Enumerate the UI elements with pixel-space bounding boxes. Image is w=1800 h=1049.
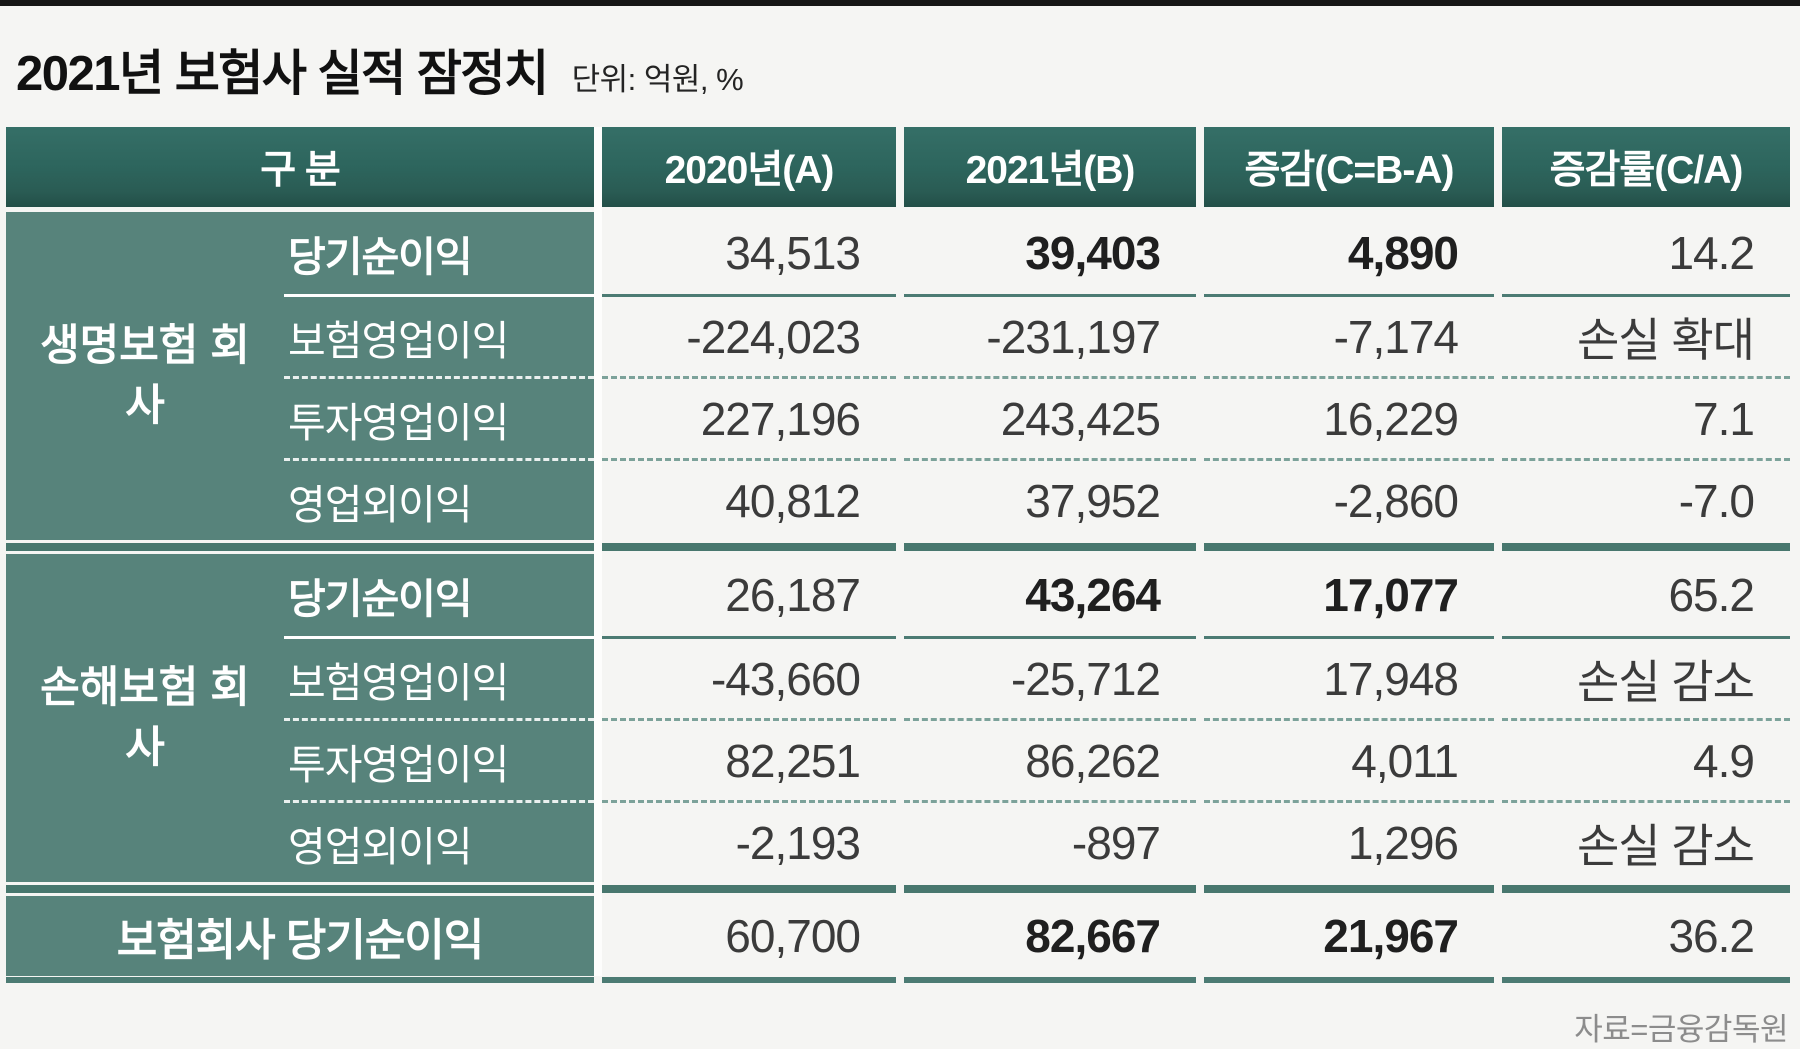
section-divider: [1204, 882, 1494, 896]
section-divider: [602, 540, 896, 554]
row-label: 당기순이익: [288, 234, 473, 280]
section-divider: [602, 882, 896, 896]
page-title: 2021년 보험사 실적 잠정치: [16, 47, 549, 101]
section-group-label: 생명보험 회사: [40, 321, 250, 430]
table-bottom-rule: [1204, 976, 1494, 986]
column-header-2020: 2020년(A): [602, 127, 896, 207]
cell-2021: 82,667: [1025, 910, 1161, 962]
cell-2021: -231,197: [904, 294, 1196, 376]
cell-change-rate: 7.1: [1502, 376, 1790, 458]
title-row: 2021년 보험사 실적 잠정치 단위: 억원, %: [0, 6, 1800, 127]
table-bottom-rule: [6, 976, 594, 986]
row-label: 보험영업이익: [284, 294, 594, 376]
section-divider: [6, 882, 594, 896]
row-label: 투자영업이익: [284, 718, 594, 800]
cell-change: 16,229: [1204, 376, 1494, 458]
cell-2020: 26,187: [725, 569, 861, 621]
cell-2020: -224,023: [602, 294, 896, 376]
earnings-table: 구 분 2020년(A) 2021년(B) 증감(C=B-A) 증감률(C/A)…: [6, 127, 1794, 986]
cell-change-rate: 14.2: [1668, 227, 1755, 279]
column-header-2021: 2021년(B): [904, 127, 1196, 207]
cell-change-rate: 65.2: [1668, 569, 1755, 621]
cell-2020: 34,513: [725, 227, 861, 279]
cell-change-rate: 손실 감소: [1502, 636, 1790, 718]
table-bottom-rule: [602, 976, 896, 986]
cell-change: 17,948: [1204, 636, 1494, 718]
cell-2021: -25,712: [904, 636, 1196, 718]
cell-2020: 40,812: [602, 458, 896, 540]
cell-change-rate: 손실 확대: [1502, 294, 1790, 376]
cell-2020: 227,196: [602, 376, 896, 458]
cell-change-rate: 36.2: [1668, 910, 1755, 962]
cell-change: -7,174: [1204, 294, 1494, 376]
cell-change: 4,011: [1204, 718, 1494, 800]
section-divider: [904, 882, 1196, 896]
section-nonlife-labels: 손해보험 회사 당기순이익 보험영업이익 투자영업이익 영업외이익: [6, 554, 594, 882]
unit-label: 단위: 억원, %: [571, 62, 744, 97]
cell-change-rate: -7.0: [1502, 458, 1790, 540]
section-divider: [6, 540, 594, 554]
cell-2020: 82,251: [602, 718, 896, 800]
row-label: 영업외이익: [284, 800, 594, 882]
section-divider: [1502, 882, 1790, 896]
column-header-category: 구 분: [6, 127, 594, 207]
row-label: 보험영업이익: [284, 636, 594, 718]
cell-change: 4,890: [1347, 227, 1459, 279]
cell-2021: 39,403: [1025, 227, 1161, 279]
cell-change-rate: 4.9: [1502, 718, 1790, 800]
section-divider: [904, 540, 1196, 554]
cell-change: 1,296: [1204, 800, 1494, 882]
cell-2020: -2,193: [602, 800, 896, 882]
source-credit: 자료=금융감독원: [1574, 1012, 1788, 1047]
row-label: 영업외이익: [284, 458, 594, 540]
cell-change: 17,077: [1323, 569, 1459, 621]
cell-change: 21,967: [1323, 910, 1459, 962]
row-label: 투자영업이익: [284, 376, 594, 458]
cell-2021: 37,952: [904, 458, 1196, 540]
section-group-label: 손해보험 회사: [40, 663, 250, 772]
column-header-change: 증감(C=B-A): [1204, 127, 1494, 207]
cell-2021: 243,425: [904, 376, 1196, 458]
cell-2021: 43,264: [1025, 569, 1161, 621]
cell-2020: -43,660: [602, 636, 896, 718]
section-life-labels: 생명보험 회사 당기순이익 보험영업이익 투자영업이익 영업외이익: [6, 212, 594, 540]
cell-2021: -897: [904, 800, 1196, 882]
row-label: 당기순이익: [288, 576, 473, 622]
cell-change-rate: 손실 감소: [1502, 800, 1790, 882]
table-bottom-rule: [1502, 976, 1790, 986]
section-divider: [1204, 540, 1494, 554]
cell-change: -2,860: [1204, 458, 1494, 540]
cell-2021: 86,262: [904, 718, 1196, 800]
total-row-label: 보험회사 당기순이익: [6, 896, 594, 976]
cell-2020: 60,700: [725, 910, 861, 962]
table-bottom-rule: [904, 976, 1196, 986]
top-rule: [0, 0, 1800, 6]
column-header-change-rate: 증감률(C/A): [1502, 127, 1790, 207]
section-divider: [1502, 540, 1790, 554]
